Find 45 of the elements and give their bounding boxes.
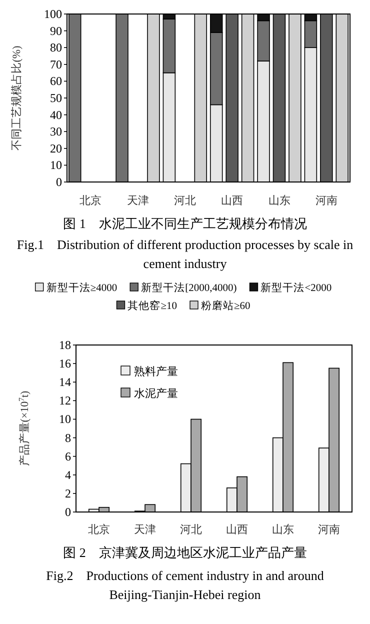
y-tick-label: 10: [59, 412, 71, 426]
y-tick-label: 0: [65, 505, 71, 519]
y-tick-label: 100: [44, 7, 62, 21]
x-tick-label: 北京: [88, 523, 110, 536]
legend-label: 新型干法<2000: [260, 281, 332, 294]
y-tick-label: 12: [59, 394, 71, 408]
y-tick-label: 50: [50, 91, 62, 105]
y-tick-label: 4: [65, 468, 71, 482]
x-tick-label: 天津: [134, 523, 156, 536]
text: Fig.2 Productions of cement industry in and around Beijing-Tianjin-Hebei region: [46, 568, 324, 602]
x-tick-label: 山东: [268, 194, 290, 207]
y-tick-label: 16: [59, 356, 71, 371]
x-tick-label: 山西: [226, 523, 248, 536]
text: 图 2 京津冀及周边地区水泥工业产品产量: [63, 545, 307, 560]
x-tick-label: 河南: [315, 194, 338, 207]
x-tick-label: 河北: [180, 523, 202, 536]
y-tick-label: 40: [50, 108, 62, 122]
y-tick-label: 0: [56, 175, 62, 189]
x-tick-label: 山东: [272, 523, 294, 536]
text: 图 1 水泥工业不同生产工艺规模分布情况: [63, 216, 307, 231]
y-tick-label: 70: [50, 57, 62, 72]
x-tick-label: 山西: [221, 194, 244, 207]
y-tick-label: 30: [50, 124, 62, 139]
text: Fig.1 Distribution of different production processes by scale in cement industry: [16, 237, 354, 271]
y-tick-label: 90: [50, 24, 62, 38]
y-tick-label: 60: [50, 74, 62, 88]
legend-label: 新型干法≥4000: [46, 281, 118, 294]
x-tick-label: 北京: [80, 194, 102, 207]
x-tick-label: 天津: [126, 194, 149, 207]
x-tick-label: 河南: [318, 523, 340, 536]
y-tick-label: 20: [50, 141, 62, 156]
y-tick-label: 14: [59, 375, 71, 390]
y-tick-label: 6: [65, 449, 71, 464]
y-tick-label: 10: [50, 158, 62, 172]
y-axis-title: 不同工艺规模占比(%): [10, 45, 23, 150]
legend-label: 新型干法[2000,4000): [141, 281, 238, 294]
y-tick-label: 80: [50, 40, 62, 55]
legend-label: 粉磨站≥60: [201, 299, 250, 312]
x-tick-label: 河北: [174, 194, 196, 207]
legend-label: 熟料产量: [134, 365, 178, 378]
legend-label: 其他窑≥10: [128, 299, 177, 312]
y-tick-label: 2: [65, 486, 71, 500]
y-tick-label: 8: [65, 430, 71, 445]
legend-label: 水泥产量: [134, 387, 178, 400]
y-tick-label: 18: [59, 338, 71, 352]
